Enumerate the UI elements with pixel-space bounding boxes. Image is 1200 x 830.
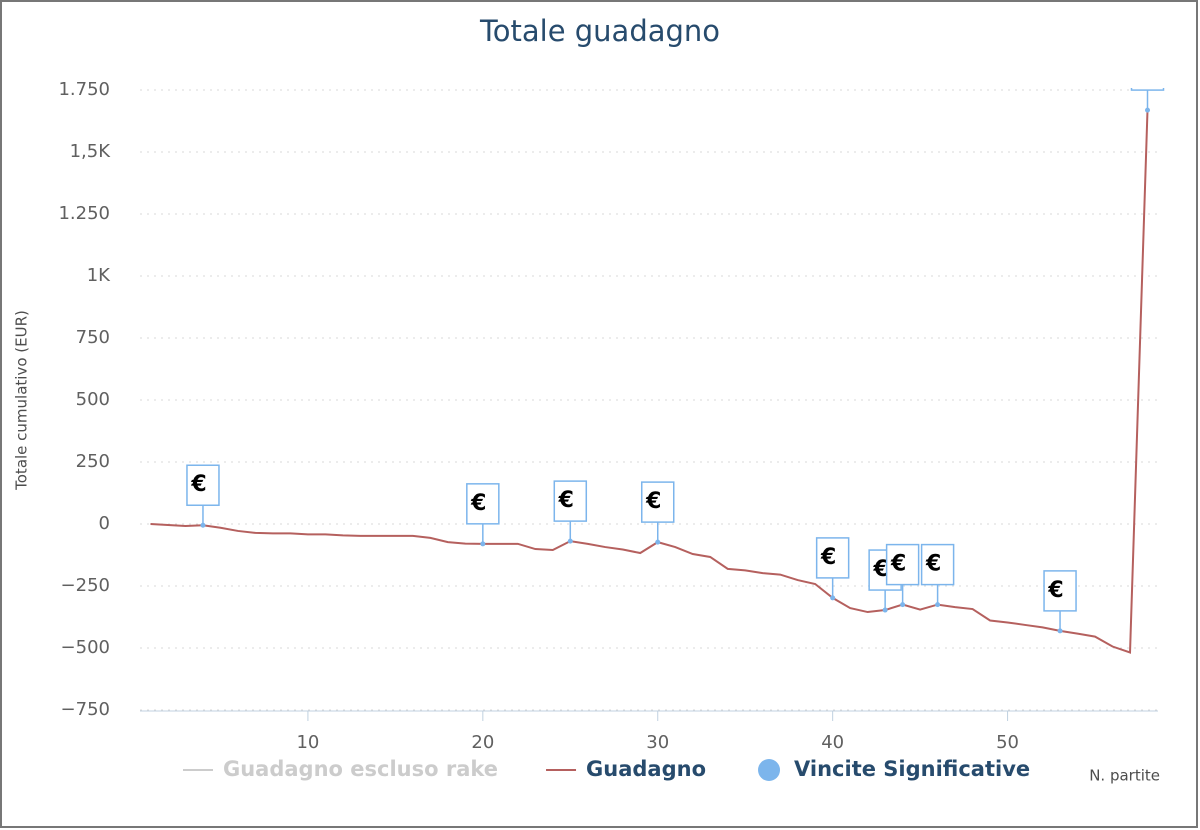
flag-point (567, 538, 573, 544)
flag-label: € (1047, 578, 1063, 603)
y-tick-label: 750 (76, 327, 110, 348)
flag-label: € (190, 472, 206, 497)
x-tick-label: 40 (821, 732, 844, 753)
y-tick-label: 1,5K (70, 141, 112, 162)
legend-symbol (758, 759, 781, 781)
y-axis-title: Totale cumulativo (EUR) (13, 310, 31, 491)
flag-point (200, 522, 206, 528)
legend-label[interactable]: Guadagno (586, 757, 706, 781)
flag-label: € (645, 489, 661, 514)
flag-label: € (925, 552, 941, 577)
flag-point (935, 602, 941, 608)
flag-box (920, 543, 955, 586)
line-series (150, 110, 1149, 654)
flag-point (1057, 628, 1063, 634)
chart-title: Totale guadagno (479, 14, 720, 48)
flag-point (1145, 107, 1151, 113)
y-tick-label: 1K (87, 265, 111, 286)
flag-point (655, 539, 661, 545)
flag-box (815, 537, 850, 579)
flag-point (900, 602, 906, 608)
flag-label: € (890, 552, 906, 577)
x-tick-label: 20 (471, 732, 494, 753)
flag-point (882, 607, 888, 613)
flag-label: € (872, 557, 888, 582)
y-tick-label: 500 (76, 389, 110, 410)
y-tick-label: 0 (99, 513, 110, 534)
x-tick-label: 10 (296, 732, 319, 753)
y-tick-label: 250 (76, 451, 110, 472)
y-tick-label: −250 (61, 575, 110, 596)
flag-point (480, 541, 486, 547)
y-tick-label: −500 (61, 637, 110, 658)
x-axis-title: N. partite (1089, 767, 1160, 785)
flag-box (885, 543, 920, 586)
flag-box (186, 464, 220, 506)
y-tick-label: −750 (61, 699, 110, 720)
flag-box (1043, 570, 1077, 612)
flag-box (640, 481, 675, 523)
y-tick-label: 1.750 (58, 79, 110, 100)
flag-label: € (470, 491, 486, 516)
x-tick-label: 30 (646, 732, 669, 753)
flag-label: € (558, 488, 574, 513)
flag-point (830, 595, 836, 601)
flag-box (553, 480, 588, 522)
y-tick-label: 1.250 (58, 203, 110, 224)
x-tick-label: 50 (996, 732, 1019, 753)
flag-box (466, 483, 500, 525)
flag-box (1130, 88, 1165, 91)
legend-label[interactable]: Vincite Significative (794, 757, 1030, 781)
legend-label[interactable]: Guadagno escluso rake (223, 757, 498, 781)
flag-label: € (820, 545, 836, 570)
